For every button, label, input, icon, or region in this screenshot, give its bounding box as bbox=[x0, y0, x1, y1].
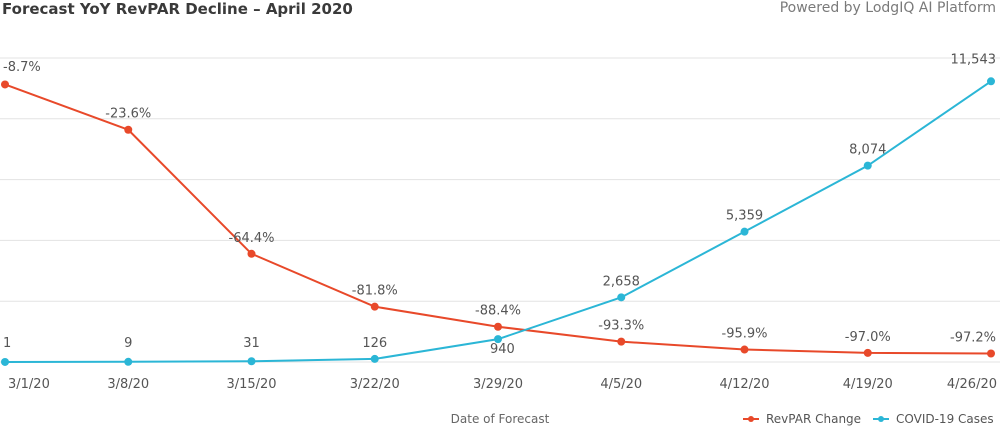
x-tick-label: 4/19/20 bbox=[843, 377, 893, 392]
x-tick-label: 3/29/20 bbox=[473, 377, 523, 392]
data-labels: -8.7% -23.6% -64.4% -81.8% -88.4% -93.3% -95.9… bbox=[3, 52, 996, 357]
covid-point[interactable] bbox=[617, 293, 626, 302]
covid-data-label: 1 bbox=[3, 336, 11, 351]
covid-point[interactable] bbox=[124, 357, 133, 366]
revpar-point[interactable] bbox=[987, 349, 995, 358]
covid-point[interactable] bbox=[370, 354, 379, 363]
covid-data-label: 31 bbox=[243, 336, 260, 351]
legend[interactable]: RevPAR Change COVID-19 Cases bbox=[743, 412, 994, 426]
revpar-point[interactable] bbox=[863, 348, 872, 357]
covid-point[interactable] bbox=[987, 77, 995, 86]
chart-title: Forecast YoY RevPAR Decline – April 2020 bbox=[2, 0, 353, 18]
covid-point[interactable] bbox=[863, 161, 872, 170]
revpar-data-label: -97.2% bbox=[950, 330, 996, 345]
covid-line bbox=[4, 80, 992, 363]
legend-covid-swatch-dot bbox=[878, 416, 884, 422]
revpar-point[interactable] bbox=[247, 249, 256, 258]
covid-point[interactable] bbox=[1, 357, 9, 366]
x-axis-ticks: 3/1/20 3/8/20 3/15/20 3/22/20 3/29/20 4/5/20 4… bbox=[8, 377, 997, 392]
covid-point[interactable] bbox=[740, 227, 749, 236]
revpar-data-label: -93.3% bbox=[598, 319, 644, 334]
covid-point[interactable] bbox=[247, 357, 256, 366]
covid-data-label: 8,074 bbox=[849, 143, 886, 158]
revpar-data-label: -23.6% bbox=[105, 107, 151, 122]
covid-point[interactable] bbox=[494, 335, 502, 344]
x-tick-label: 3/22/20 bbox=[350, 377, 400, 392]
legend-covid-label: COVID-19 Cases bbox=[896, 412, 994, 426]
revpar-data-label: -8.7% bbox=[3, 60, 41, 75]
covid-data-label: 11,543 bbox=[951, 52, 997, 67]
covid-data-label: 126 bbox=[362, 336, 387, 351]
series-lines bbox=[4, 80, 992, 363]
x-tick-label: 4/26/20 bbox=[947, 377, 997, 392]
revpar-data-label: -95.9% bbox=[722, 327, 768, 342]
x-tick-label: 3/1/20 bbox=[8, 377, 50, 392]
x-tick-label: 3/8/20 bbox=[107, 377, 149, 392]
revpar-point[interactable] bbox=[617, 337, 626, 346]
revpar-data-label: -64.4% bbox=[229, 231, 275, 246]
powered-by-text: Powered by LodgIQ AI Platform bbox=[779, 0, 996, 16]
legend-revpar-label: RevPAR Change bbox=[766, 412, 861, 426]
x-tick-label: 4/5/20 bbox=[600, 377, 642, 392]
legend-item-revpar[interactable]: RevPAR Change bbox=[743, 412, 861, 426]
covid-data-label: 9 bbox=[124, 336, 132, 351]
legend-revpar-swatch-dot bbox=[748, 416, 754, 422]
covid-data-label: 2,658 bbox=[603, 274, 640, 289]
revpar-point[interactable] bbox=[494, 322, 502, 331]
revpar-point[interactable] bbox=[740, 345, 749, 354]
data-points bbox=[1, 77, 995, 366]
covid-data-label: 940 bbox=[490, 342, 515, 357]
revpar-data-label: -97.0% bbox=[845, 330, 891, 345]
x-axis-title: Date of Forecast bbox=[451, 412, 550, 426]
x-tick-label: 3/15/20 bbox=[226, 377, 276, 392]
legend-item-covid[interactable]: COVID-19 Cases bbox=[873, 412, 994, 426]
covid-data-label: 5,359 bbox=[726, 209, 763, 224]
revpar-point[interactable] bbox=[124, 125, 133, 134]
revpar-point[interactable] bbox=[370, 302, 379, 311]
revpar-data-label: -81.8% bbox=[352, 284, 398, 299]
revpar-data-label: -88.4% bbox=[475, 304, 521, 319]
x-tick-label: 4/12/20 bbox=[719, 377, 769, 392]
revpar-point[interactable] bbox=[1, 80, 9, 89]
